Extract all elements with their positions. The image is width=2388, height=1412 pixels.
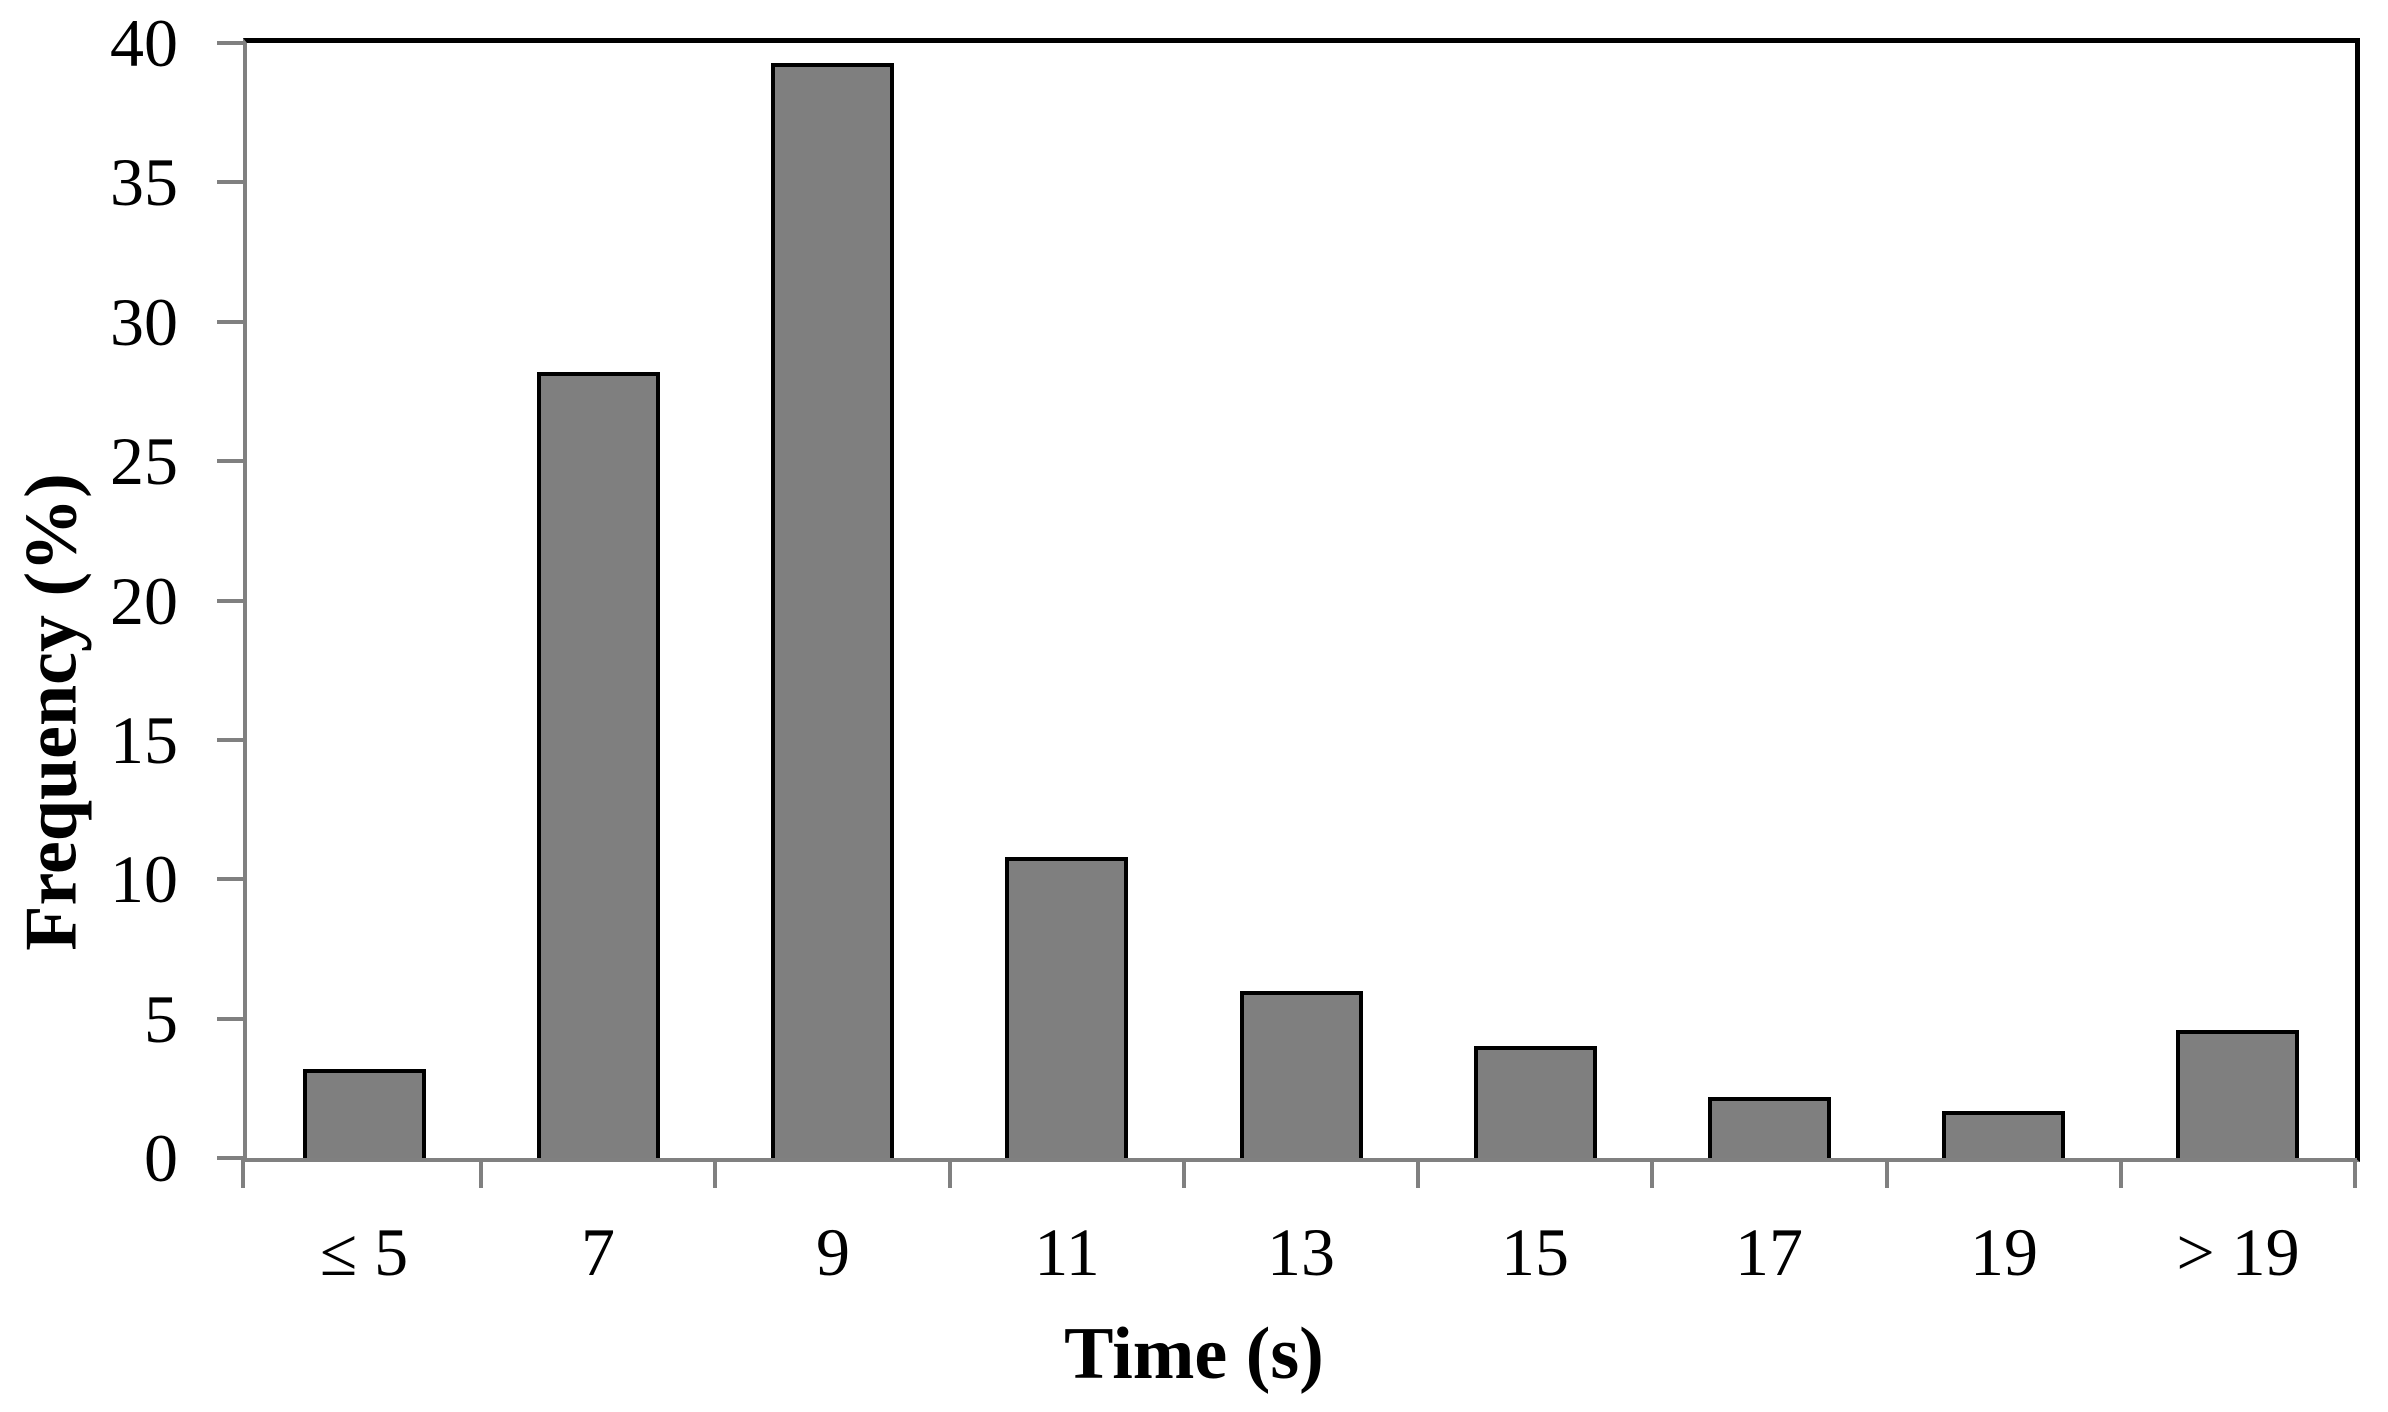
x-tick-label: > 19	[2176, 1214, 2300, 1290]
x-tick-label: 19	[1970, 1214, 2038, 1290]
x-tick	[1885, 1158, 1889, 1188]
y-tick-label: 30	[110, 284, 178, 360]
x-tick-label: ≤ 5	[319, 1214, 409, 1290]
y-tick-label: 0	[144, 1120, 178, 1196]
y-axis-title: Frequency (%)	[10, 473, 93, 951]
bar-15	[1474, 1046, 1597, 1158]
bar-7	[537, 372, 660, 1158]
x-tick-label: 9	[816, 1214, 850, 1290]
bar-11	[1005, 857, 1128, 1158]
x-tick-label: 7	[581, 1214, 615, 1290]
y-tick-label: 40	[110, 5, 178, 81]
x-tick-label: 13	[1267, 1214, 1335, 1290]
y-tick	[217, 1017, 243, 1021]
plot-area	[243, 38, 2360, 1162]
bar-≤5	[303, 1069, 426, 1158]
x-tick	[2119, 1158, 2123, 1188]
y-tick	[217, 180, 243, 184]
bars-layer	[247, 43, 2355, 1158]
x-tick	[713, 1158, 717, 1188]
y-tick-label: 5	[144, 981, 178, 1057]
y-tick-label: 25	[110, 423, 178, 499]
y-tick	[217, 738, 243, 742]
bar-13	[1240, 991, 1363, 1158]
y-tick-label: 10	[110, 841, 178, 917]
x-tick	[1182, 1158, 1186, 1188]
x-tick-label: 17	[1735, 1214, 1803, 1290]
x-tick	[948, 1158, 952, 1188]
x-tick	[1650, 1158, 1654, 1188]
bar-9	[771, 63, 894, 1158]
bar-17	[1708, 1097, 1831, 1158]
y-tick	[217, 459, 243, 463]
y-tick-label: 20	[110, 563, 178, 639]
y-tick	[217, 877, 243, 881]
y-tick-label: 15	[110, 702, 178, 778]
x-tick	[1416, 1158, 1420, 1188]
x-tick-label: 11	[1034, 1214, 1100, 1290]
y-tick-label: 35	[110, 144, 178, 220]
y-tick	[217, 41, 243, 45]
x-tick	[479, 1158, 483, 1188]
y-tick	[217, 1156, 243, 1160]
x-tick	[2353, 1158, 2357, 1188]
x-tick-label: 15	[1501, 1214, 1569, 1290]
y-tick	[217, 599, 243, 603]
x-tick	[241, 1158, 245, 1188]
bar-19	[1942, 1111, 2065, 1158]
x-axis-title: Time (s)	[1064, 1313, 1324, 1395]
bar->19	[2176, 1030, 2299, 1158]
y-tick	[217, 320, 243, 324]
